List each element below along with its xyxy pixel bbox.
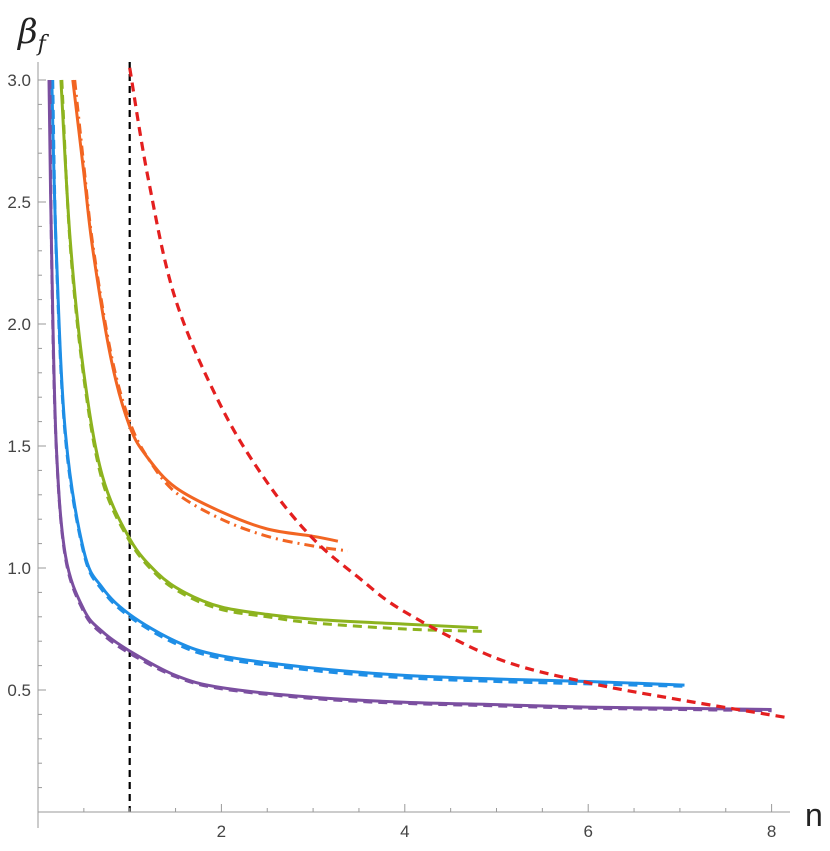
x-tick-label: 2 [217, 822, 226, 841]
series-blue-solid [50, 79, 685, 687]
series-red-dashed-envelope [128, 67, 790, 720]
series-blue-dashed [51, 79, 685, 688]
axis-ticks [38, 79, 773, 812]
y-tick-label: 2.5 [7, 193, 31, 212]
x-tick-label: 6 [583, 822, 592, 841]
y-axis-title: βf [16, 12, 50, 57]
y-tick-label: 3.0 [7, 71, 31, 90]
series-green-dashed [60, 79, 483, 633]
x-axis-title: n [805, 797, 823, 833]
series-orange-dotdash [73, 79, 349, 553]
series-lines [47, 67, 790, 720]
x-tick-label: 8 [767, 822, 776, 841]
y-tick-label: 1.5 [7, 437, 31, 456]
series-purple-dashed [48, 79, 772, 713]
x-tick-label: 4 [400, 822, 409, 841]
series-green-solid [59, 79, 479, 630]
y-tick-label: 0.5 [7, 681, 31, 700]
tick-labels: 2 4 6 8 0.5 1.0 1.5 2.0 2.5 3.0 [7, 71, 776, 841]
y-axis-title-subscript: f [36, 32, 50, 57]
y-tick-label: 2.0 [7, 315, 31, 334]
series-orange-solid [71, 79, 339, 543]
y-axis-title-symbol: β [16, 12, 38, 52]
y-tick-label: 1.0 [7, 559, 31, 578]
